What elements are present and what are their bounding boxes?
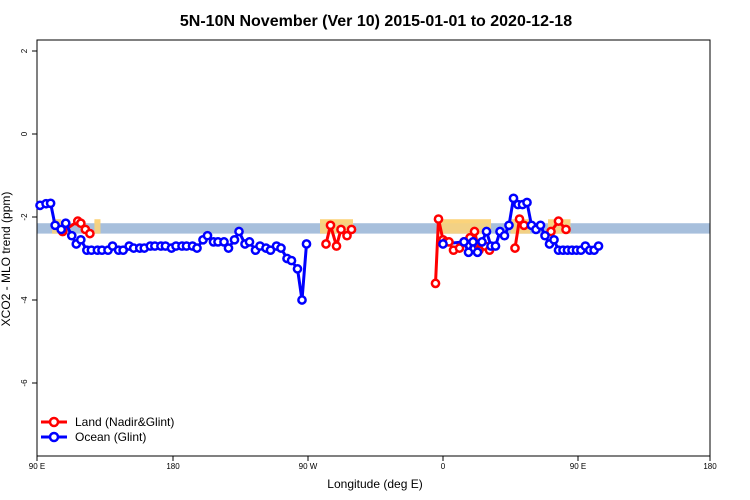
ocean-point xyxy=(219,237,229,247)
y-tick-label: 0 xyxy=(20,131,29,136)
reference-band xyxy=(37,223,710,234)
y-tick-label: -6 xyxy=(20,379,29,387)
plot-area: 2 0 -2 -4 -6 90 E 180 90 W 0 90 E 180 xyxy=(20,39,717,471)
ocean-point xyxy=(535,220,546,231)
chart-title: 5N-10N November (Ver 10) 2015-01-01 to 2… xyxy=(180,13,572,30)
ocean-point xyxy=(301,239,312,249)
ocean-point xyxy=(286,255,297,266)
ocean-point xyxy=(499,230,510,241)
x-tick-label: 90 E xyxy=(570,462,586,471)
y-tick-label: -2 xyxy=(20,213,29,221)
ocean-point xyxy=(463,247,474,258)
ocean-point xyxy=(508,193,519,204)
land-point xyxy=(510,243,520,253)
y-tick-label: 2 xyxy=(20,48,29,53)
ocean-point xyxy=(472,247,483,258)
ocean-point xyxy=(522,197,532,208)
ocean-point xyxy=(481,226,492,237)
land-point xyxy=(433,214,444,224)
ocean-point xyxy=(593,241,604,251)
ocean-point xyxy=(192,243,202,253)
plot-frame xyxy=(36,39,711,457)
x-tick-label: 90 E xyxy=(29,462,45,471)
land-point xyxy=(336,224,346,235)
land-point xyxy=(430,278,441,289)
ocean-point xyxy=(459,237,469,247)
ocean-point xyxy=(234,226,244,237)
ocean-point xyxy=(75,234,86,245)
land-band-overlay xyxy=(94,221,101,234)
land-point xyxy=(561,224,571,235)
ocean-point xyxy=(223,243,234,253)
land-point xyxy=(321,239,331,249)
ocean-point xyxy=(504,220,514,231)
ocean-point xyxy=(56,224,67,235)
x-tick-label: 180 xyxy=(166,462,180,471)
land-point xyxy=(346,224,357,235)
ocean-point xyxy=(468,237,478,247)
ocean-point xyxy=(45,198,56,209)
land-point xyxy=(469,226,480,237)
ocean-point xyxy=(276,243,286,253)
ocean-point xyxy=(60,218,71,229)
land-point xyxy=(454,243,465,253)
legend: Land (Nadir&Glint)Ocean (Glint) xyxy=(41,415,174,444)
ocean-point xyxy=(549,234,559,245)
x-tick-label: 0 xyxy=(441,462,446,471)
legend-label: Land (Nadir&Glint) xyxy=(75,415,174,429)
x-tick-label: 180 xyxy=(703,462,717,471)
y-tick-label: -4 xyxy=(20,296,29,304)
land-point xyxy=(553,216,564,226)
legend-label: Ocean (Glint) xyxy=(75,430,146,444)
ocean-point xyxy=(438,239,448,249)
ocean-point xyxy=(202,230,213,241)
ocean-point xyxy=(292,264,303,274)
ocean-point xyxy=(244,237,255,247)
x-tick-label: 90 W xyxy=(299,462,318,471)
land-point xyxy=(325,220,336,231)
ocean-point xyxy=(297,295,307,305)
land-point xyxy=(331,241,342,251)
legend-swatch-marker xyxy=(48,431,60,443)
ocean-point xyxy=(540,230,550,241)
legend-swatch-marker xyxy=(48,416,60,428)
ocean-point xyxy=(477,237,487,247)
land-point xyxy=(75,218,86,229)
y-axis-label: XCO2 - MLO trend (ppm) xyxy=(0,192,13,327)
land-point xyxy=(85,228,95,239)
ocean-point xyxy=(66,230,77,241)
x-axis-label: Longitude (deg E) xyxy=(327,477,422,491)
land-point xyxy=(519,220,529,231)
land-point xyxy=(514,214,525,224)
ocean-point xyxy=(490,241,501,251)
ocean-point xyxy=(229,234,240,245)
land-point xyxy=(342,230,352,241)
